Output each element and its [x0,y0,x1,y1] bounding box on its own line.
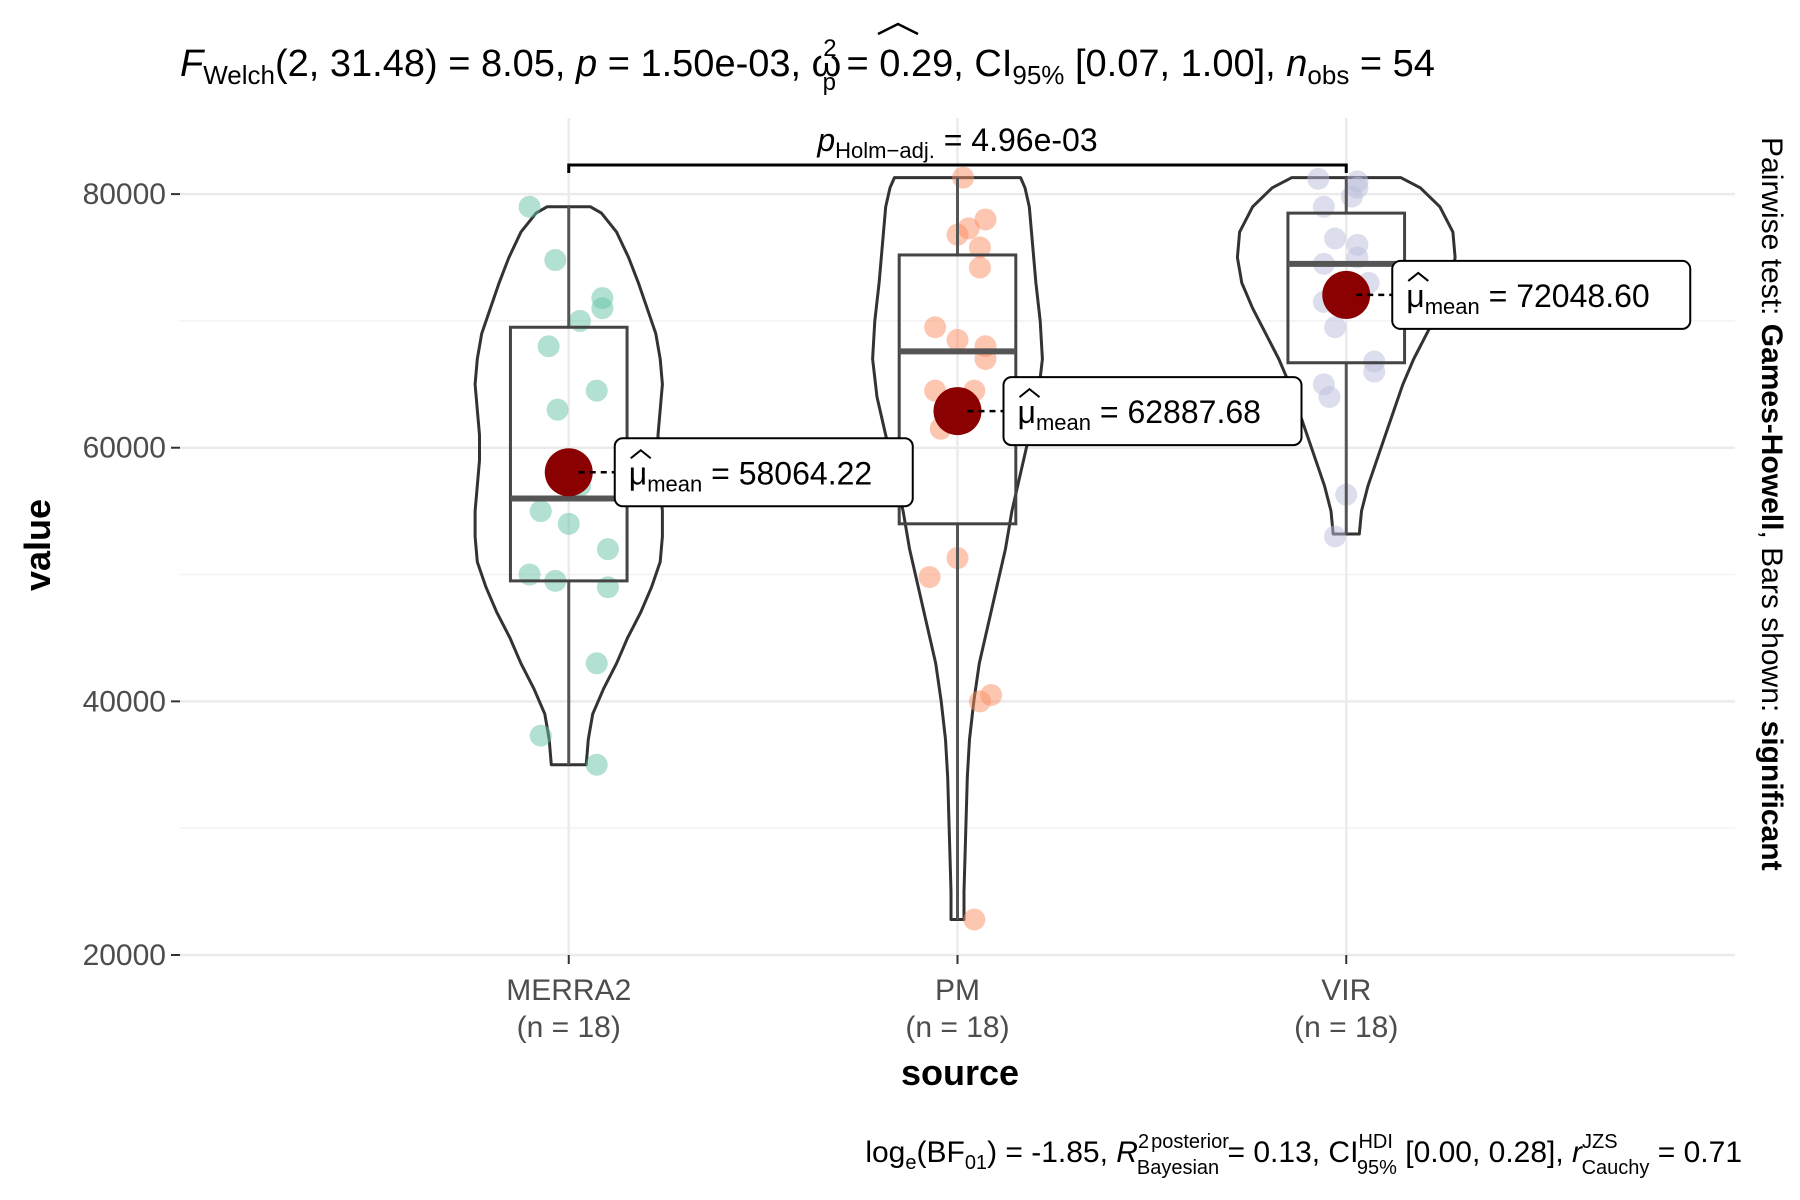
point-VIR-11 [1324,227,1347,250]
mean-point-PM [933,387,982,436]
x-tick-n-label-0: (n = 18) [517,1011,621,1044]
point-MERRA2-6 [596,538,619,561]
point-MERRA2-0 [585,753,608,776]
y-axis-title: value [17,499,58,591]
point-PM-12 [924,316,947,339]
violin-MERRA2 [473,205,664,767]
mean-hat-accent-PM [1018,387,1041,398]
boxplots [508,177,1407,920]
violins [473,176,1457,921]
point-MERRA2-7 [557,512,580,535]
y-tick-label-0: 20000 [83,939,166,972]
point-PM-3 [918,566,941,589]
mean-point-VIR [1322,270,1371,319]
point-PM-14 [968,236,991,259]
mean-label-VIR: μmean = 72048.60 [1406,278,1649,319]
x-axis: MERRA2 (n = 18) PM (n = 18) VIR (n = 18) [506,955,1398,1044]
x-tick-label-1: PM [935,974,980,1007]
mean-hat-accent-MERRA2 [630,448,652,460]
point-VIR-12 [1346,233,1369,256]
x-axis-title: source [901,1052,1019,1093]
point-MERRA2-15 [591,287,614,310]
x-tick-label-0: MERRA2 [506,974,631,1007]
x-tick-n-label-2: (n = 18) [1294,1011,1398,1044]
point-MERRA2-1 [529,724,552,747]
point-MERRA2-12 [537,335,560,358]
y-axis: 20000 40000 60000 80000 [83,178,180,972]
mean-label-box-PM [1002,376,1303,447]
point-MERRA2-16 [544,249,567,272]
y-tick-label-2: 60000 [83,432,166,465]
point-PM-16 [957,217,980,240]
point-MERRA2-17 [518,195,541,218]
pairwise-caption: Pairwise test: Games-Howell, Bars shown:… [1755,137,1788,871]
mean-point-MERRA2 [544,448,593,497]
x-tick-n-label-1: (n = 18) [905,1011,1009,1044]
point-VIR-17 [1307,167,1330,190]
point-MERRA2-10 [546,398,569,421]
chart-title: FWelch(2, 31.48) = 8.05, p = 1.50e-03, ω… [180,35,1435,96]
point-PM-13 [968,256,991,279]
y-tick-label-1: 40000 [83,685,166,718]
bracket-label: pHolm−adj. = 4.96e-03 [816,122,1097,163]
mean-label-MERRA2: μmean = 58064.22 [629,455,872,496]
point-MERRA2-11 [585,379,608,402]
point-MERRA2-8 [529,500,552,523]
point-VIR-3 [1312,373,1335,396]
data-points [518,166,1386,931]
significance-bracket: pHolm−adj. = 4.96e-03 [567,122,1348,173]
point-PM-10 [946,328,969,351]
point-PM-0 [963,908,986,931]
mean-label-box-MERRA2 [613,437,914,508]
violin-PM [871,176,1044,921]
mean-label-box-VIR [1391,259,1692,330]
bayes-subtitle: loge(BF01) = -1.85, R2 posterior Bayesian … [865,1131,1742,1179]
point-MERRA2-2 [585,652,608,675]
point-VIR-0 [1324,525,1347,548]
x-tick-label-2: VIR [1321,974,1371,1007]
point-VIR-16 [1346,170,1369,193]
omega-hat-accent [877,22,919,36]
point-VIR-6 [1324,316,1347,339]
point-PM-18 [952,166,975,189]
mean-hat-accent-VIR [1407,271,1429,282]
y-tick-label-3: 80000 [83,178,166,211]
point-PM-17 [974,208,997,231]
violin-VIR [1235,176,1457,536]
bracket-line [567,163,1348,173]
mean-markers: μmean = 58064.22 μmean = 62887.68 μmean = … [544,259,1692,508]
mean-label-PM: μmean = 62887.68 [1018,394,1261,435]
point-PM-2 [980,684,1003,707]
